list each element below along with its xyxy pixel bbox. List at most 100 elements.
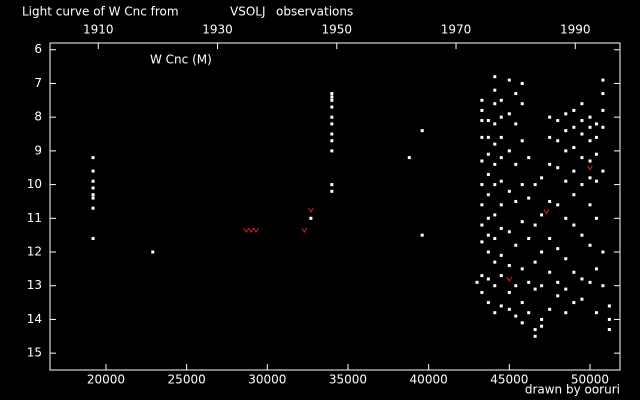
- data-point: [556, 119, 560, 123]
- data-point: [514, 284, 518, 288]
- data-point: [493, 213, 497, 217]
- data-point: [520, 220, 524, 224]
- data-point: [499, 98, 503, 102]
- data-point: [601, 108, 605, 112]
- upper-limit-point: [543, 209, 550, 215]
- y-tick-label: 8: [34, 110, 42, 124]
- data-point: [533, 328, 537, 332]
- data-point: [486, 119, 490, 123]
- data-point: [527, 280, 531, 284]
- data-point: [507, 307, 511, 311]
- data-point: [330, 95, 334, 99]
- upper-limit-point: [301, 227, 308, 234]
- data-point: [507, 290, 511, 294]
- data-point: [594, 135, 598, 139]
- data-point: [486, 152, 490, 156]
- data-point: [548, 237, 552, 241]
- data-point: [330, 92, 334, 96]
- data-point: [580, 183, 584, 187]
- data-point: [580, 297, 584, 301]
- y-tick-label: 10: [27, 177, 42, 191]
- data-point: [493, 284, 497, 288]
- data-point: [564, 216, 568, 220]
- data-point: [480, 135, 484, 139]
- data-point: [486, 193, 490, 197]
- data-point: [556, 280, 560, 284]
- data-point: [527, 196, 531, 200]
- data-point: [588, 139, 592, 143]
- data-point: [527, 237, 531, 241]
- data-point: [564, 179, 568, 183]
- y-tick-label: 14: [27, 312, 42, 326]
- upper-limit-point: [307, 207, 314, 213]
- data-point: [601, 250, 605, 254]
- x2-tick-label: 1930: [202, 23, 233, 37]
- data-point: [499, 156, 503, 160]
- data-point: [572, 270, 576, 274]
- data-point: [91, 193, 95, 197]
- data-point: [572, 125, 576, 129]
- data-point: [572, 301, 576, 305]
- data-point: [564, 287, 568, 291]
- data-point: [330, 139, 334, 143]
- data-point: [548, 135, 552, 139]
- data-point: [91, 186, 95, 190]
- data-point: [572, 193, 576, 197]
- data-point: [91, 196, 95, 200]
- data-point: [548, 199, 552, 203]
- data-point: [540, 324, 544, 328]
- data-point: [493, 162, 497, 166]
- data-point: [588, 203, 592, 207]
- upper-limit-point: [243, 227, 250, 234]
- x2-tick-label: 1950: [322, 23, 353, 37]
- data-point: [514, 199, 518, 203]
- data-point: [601, 92, 605, 96]
- data-point: [91, 206, 95, 210]
- data-point: [507, 112, 511, 116]
- credit: drawn by ooruri: [525, 383, 620, 397]
- chart-title: Light curve of W Cnc from: [22, 5, 179, 19]
- x-tick-label: 50000: [571, 373, 609, 387]
- data-point: [540, 317, 544, 321]
- data-point: [499, 203, 503, 207]
- data-point: [514, 314, 518, 318]
- data-point: [564, 311, 568, 315]
- upper-limit-point: [248, 227, 255, 234]
- data-point: [594, 122, 598, 126]
- data-point: [507, 78, 511, 82]
- data-point: [480, 159, 484, 163]
- data-point: [527, 311, 531, 315]
- data-point: [486, 277, 490, 281]
- data-point: [527, 156, 531, 160]
- y-tick-label: 9: [34, 143, 42, 157]
- data-point: [493, 88, 497, 92]
- data-point: [493, 75, 497, 79]
- data-point: [330, 189, 334, 193]
- data-point: [588, 159, 592, 163]
- upper-limit-point: [253, 227, 259, 234]
- data-point: [480, 119, 484, 123]
- data-point: [407, 156, 411, 160]
- data-point: [580, 277, 584, 281]
- data-point: [548, 307, 552, 311]
- data-point: [594, 267, 598, 271]
- data-point: [480, 98, 484, 102]
- x2-tick-label: 1990: [560, 23, 591, 37]
- data-point: [540, 176, 544, 180]
- data-point: [420, 129, 424, 133]
- data-point: [480, 240, 484, 244]
- y-tick-label: 6: [34, 42, 42, 56]
- data-point: [499, 274, 503, 278]
- data-point: [486, 135, 490, 139]
- data-point: [572, 108, 576, 112]
- upper-limit-point: [587, 165, 593, 171]
- data-point: [556, 294, 560, 298]
- y-tick-label: 13: [27, 278, 42, 292]
- data-point: [533, 260, 537, 264]
- data-point: [91, 179, 95, 183]
- data-point: [572, 223, 576, 227]
- data-point: [533, 183, 537, 187]
- data-point: [499, 253, 503, 257]
- data-point: [580, 119, 584, 123]
